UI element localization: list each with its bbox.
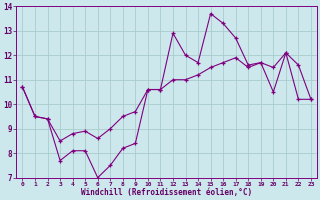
X-axis label: Windchill (Refroidissement éolien,°C): Windchill (Refroidissement éolien,°C) bbox=[81, 188, 252, 197]
